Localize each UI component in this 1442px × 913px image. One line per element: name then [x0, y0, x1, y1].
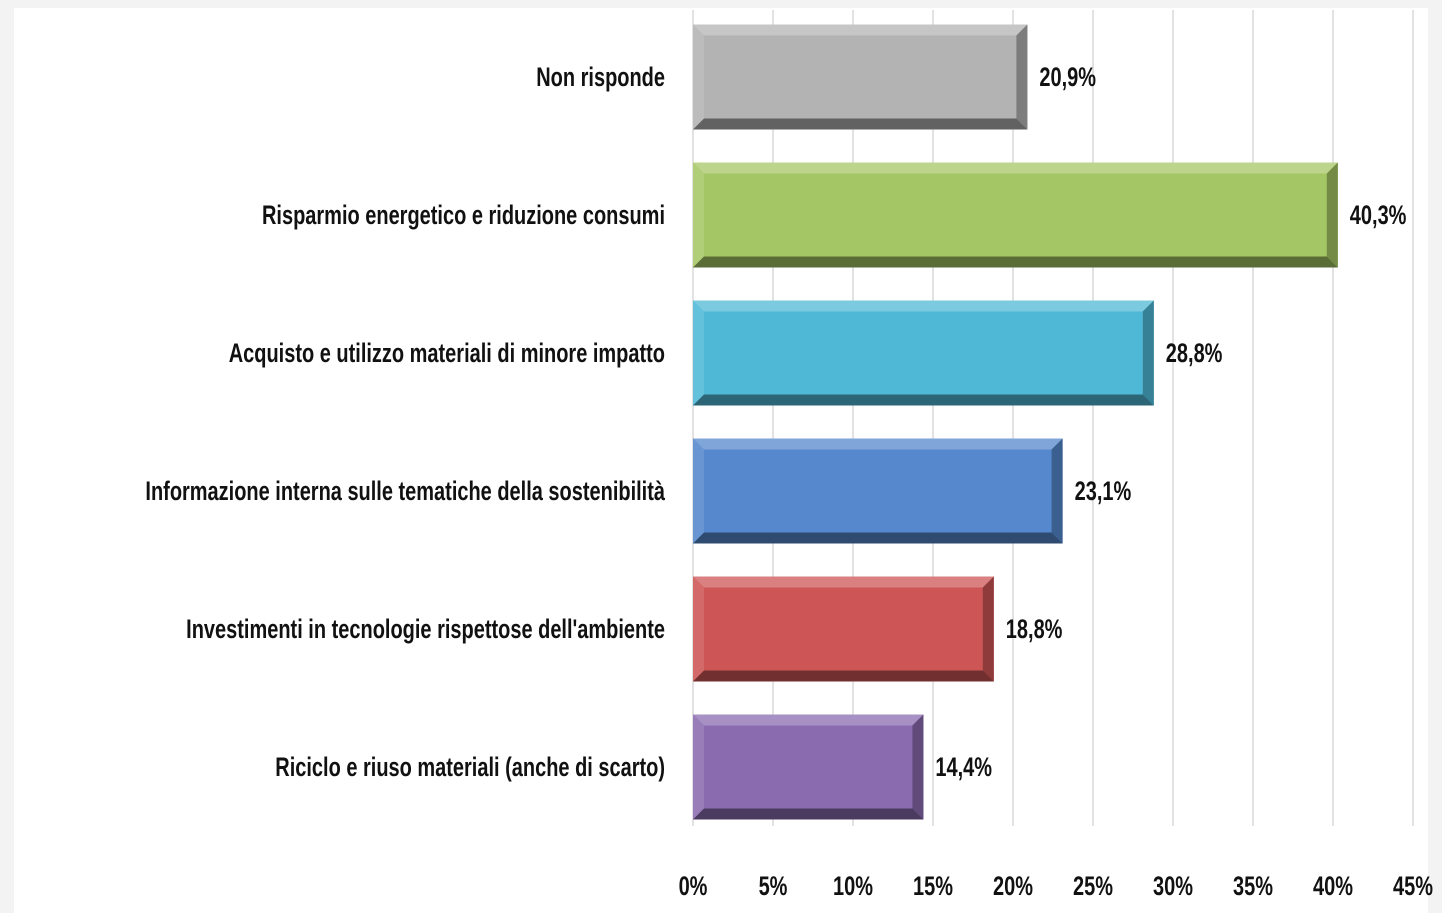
bar-bevel-right — [1051, 438, 1063, 544]
data-label: 18,8% — [1006, 614, 1063, 645]
bar-bevel-bottom — [693, 394, 1154, 406]
bar-bevel-left — [693, 576, 704, 682]
bar-bevel-right — [1142, 300, 1154, 406]
bar-bevel-top — [693, 162, 1338, 174]
bar — [693, 300, 1154, 406]
y-tick-label: Risparmio energetico e riduzione consumi — [262, 200, 665, 231]
bar-bevel-right — [912, 714, 924, 820]
y-tick-label: Riciclo e riuso materiali (anche di scar… — [275, 752, 665, 783]
bar-bevel-top — [693, 576, 994, 588]
bar — [693, 162, 1338, 268]
bar — [693, 714, 924, 820]
bar-bevel-top — [693, 300, 1154, 312]
x-tick-label: 30% — [1153, 871, 1193, 902]
data-label: 14,4% — [935, 752, 992, 783]
bar-bevel-bottom — [693, 118, 1028, 130]
x-tick-label: 25% — [1073, 871, 1113, 902]
data-label: 40,3% — [1350, 200, 1407, 231]
bar — [693, 438, 1063, 544]
bar-bevel-bottom — [693, 808, 924, 820]
data-label: 23,1% — [1075, 476, 1132, 507]
data-label: 20,9% — [1039, 62, 1096, 93]
bar-bevel-left — [693, 714, 704, 820]
bar — [693, 24, 1028, 130]
bar-bevel-left — [693, 300, 704, 406]
bar-bevel-bottom — [693, 256, 1338, 268]
bar-bevel-left — [693, 162, 704, 268]
x-tick-label: 20% — [993, 871, 1033, 902]
x-tick-label: 10% — [833, 871, 873, 902]
x-tick-label: 45% — [1393, 871, 1433, 902]
bar-bevel-right — [982, 576, 994, 682]
bar-bevel-bottom — [693, 532, 1063, 544]
x-tick-label: 40% — [1313, 871, 1353, 902]
bar-bevel-bottom — [693, 670, 994, 682]
bar-bevel-top — [693, 714, 924, 726]
x-tick-label: 15% — [913, 871, 953, 902]
bar-bevel-top — [693, 24, 1028, 36]
y-tick-label: Non risponde — [536, 62, 665, 93]
bar-bevel-left — [693, 24, 704, 130]
bar-bevel-right — [1326, 162, 1338, 268]
y-tick-label: Acquisto e utilizzo materiali di minore … — [229, 338, 665, 369]
bar-bevel-top — [693, 438, 1063, 450]
bar-bevel-left — [693, 438, 704, 544]
x-tick-label: 35% — [1233, 871, 1273, 902]
y-tick-label: Investimenti in tecnologie rispettose de… — [186, 614, 665, 645]
x-tick-label: 0% — [679, 871, 708, 902]
y-tick-label: Informazione interna sulle tematiche del… — [145, 476, 665, 507]
data-label: 28,8% — [1166, 338, 1223, 369]
bar-bevel-right — [1016, 24, 1028, 130]
x-tick-label: 5% — [759, 871, 788, 902]
bar — [693, 576, 994, 682]
